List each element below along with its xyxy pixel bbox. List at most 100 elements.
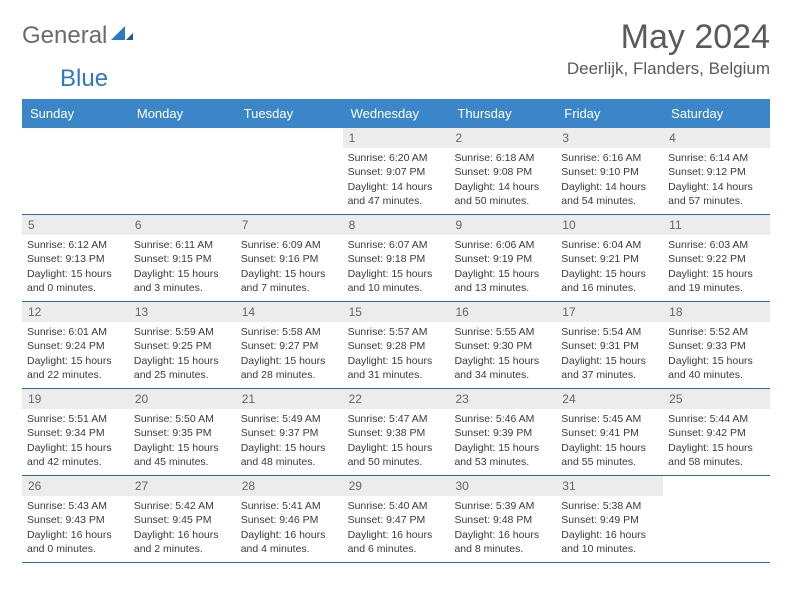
day-header-cell: Wednesday	[343, 99, 450, 128]
day-sunset: Sunset: 9:22 PM	[668, 252, 765, 266]
day-dl2: and 42 minutes.	[27, 455, 124, 469]
day-cell: 3Sunrise: 6:16 AMSunset: 9:10 PMDaylight…	[556, 128, 663, 214]
day-cell: 25Sunrise: 5:44 AMSunset: 9:42 PMDayligh…	[663, 389, 770, 475]
day-cell: 19Sunrise: 5:51 AMSunset: 9:34 PMDayligh…	[22, 389, 129, 475]
day-number: 5	[22, 215, 129, 235]
day-sunrise: Sunrise: 5:54 AM	[561, 325, 658, 339]
day-dl1: Daylight: 16 hours	[454, 528, 551, 542]
day-cell: 14Sunrise: 5:58 AMSunset: 9:27 PMDayligh…	[236, 302, 343, 388]
day-dl2: and 48 minutes.	[241, 455, 338, 469]
day-dl2: and 55 minutes.	[561, 455, 658, 469]
weeks-container: 1Sunrise: 6:20 AMSunset: 9:07 PMDaylight…	[22, 128, 770, 563]
day-number: 15	[343, 302, 450, 322]
day-sunrise: Sunrise: 5:40 AM	[348, 499, 445, 513]
day-cell	[129, 128, 236, 214]
day-sunset: Sunset: 9:30 PM	[454, 339, 551, 353]
day-sunset: Sunset: 9:10 PM	[561, 165, 658, 179]
day-dl1: Daylight: 15 hours	[348, 267, 445, 281]
day-sunrise: Sunrise: 6:09 AM	[241, 238, 338, 252]
day-header-cell: Tuesday	[236, 99, 343, 128]
day-cell: 10Sunrise: 6:04 AMSunset: 9:21 PMDayligh…	[556, 215, 663, 301]
day-cell: 5Sunrise: 6:12 AMSunset: 9:13 PMDaylight…	[22, 215, 129, 301]
day-number: 21	[236, 389, 343, 409]
day-sunrise: Sunrise: 5:50 AM	[134, 412, 231, 426]
day-dl1: Daylight: 15 hours	[27, 441, 124, 455]
day-sunrise: Sunrise: 5:49 AM	[241, 412, 338, 426]
day-dl1: Daylight: 15 hours	[27, 354, 124, 368]
day-sunrise: Sunrise: 6:18 AM	[454, 151, 551, 165]
day-sunrise: Sunrise: 6:07 AM	[348, 238, 445, 252]
day-number: 13	[129, 302, 236, 322]
day-number: 12	[22, 302, 129, 322]
week-row: 26Sunrise: 5:43 AMSunset: 9:43 PMDayligh…	[22, 476, 770, 563]
day-dl1: Daylight: 15 hours	[134, 354, 231, 368]
day-sunset: Sunset: 9:28 PM	[348, 339, 445, 353]
day-sunrise: Sunrise: 6:03 AM	[668, 238, 765, 252]
day-dl1: Daylight: 16 hours	[561, 528, 658, 542]
day-sunrise: Sunrise: 5:47 AM	[348, 412, 445, 426]
day-sunset: Sunset: 9:46 PM	[241, 513, 338, 527]
day-sunrise: Sunrise: 6:16 AM	[561, 151, 658, 165]
day-number: 9	[449, 215, 556, 235]
day-number: 27	[129, 476, 236, 496]
day-sunset: Sunset: 9:37 PM	[241, 426, 338, 440]
day-sunrise: Sunrise: 5:45 AM	[561, 412, 658, 426]
day-sunset: Sunset: 9:33 PM	[668, 339, 765, 353]
day-sunset: Sunset: 9:35 PM	[134, 426, 231, 440]
day-header-cell: Thursday	[449, 99, 556, 128]
day-header-row: SundayMondayTuesdayWednesdayThursdayFrid…	[22, 99, 770, 128]
day-dl1: Daylight: 16 hours	[27, 528, 124, 542]
day-sunset: Sunset: 9:24 PM	[27, 339, 124, 353]
day-sunset: Sunset: 9:42 PM	[668, 426, 765, 440]
day-dl2: and 54 minutes.	[561, 194, 658, 208]
day-dl1: Daylight: 14 hours	[668, 180, 765, 194]
day-sunset: Sunset: 9:34 PM	[27, 426, 124, 440]
day-cell: 11Sunrise: 6:03 AMSunset: 9:22 PMDayligh…	[663, 215, 770, 301]
day-dl2: and 45 minutes.	[134, 455, 231, 469]
day-sunrise: Sunrise: 5:55 AM	[454, 325, 551, 339]
day-cell: 31Sunrise: 5:38 AMSunset: 9:49 PMDayligh…	[556, 476, 663, 562]
day-header-cell: Monday	[129, 99, 236, 128]
day-number: 16	[449, 302, 556, 322]
day-sunrise: Sunrise: 5:39 AM	[454, 499, 551, 513]
day-header-cell: Friday	[556, 99, 663, 128]
day-sunrise: Sunrise: 5:42 AM	[134, 499, 231, 513]
day-sunset: Sunset: 9:39 PM	[454, 426, 551, 440]
day-number: 17	[556, 302, 663, 322]
day-sunset: Sunset: 9:19 PM	[454, 252, 551, 266]
day-dl2: and 10 minutes.	[348, 281, 445, 295]
day-cell	[663, 476, 770, 562]
day-sunrise: Sunrise: 6:12 AM	[27, 238, 124, 252]
day-number: 20	[129, 389, 236, 409]
day-dl1: Daylight: 14 hours	[561, 180, 658, 194]
day-cell: 6Sunrise: 6:11 AMSunset: 9:15 PMDaylight…	[129, 215, 236, 301]
day-sunset: Sunset: 9:25 PM	[134, 339, 231, 353]
day-dl2: and 58 minutes.	[668, 455, 765, 469]
day-dl2: and 4 minutes.	[241, 542, 338, 556]
logo-text-2: Blue	[60, 65, 108, 93]
day-dl2: and 50 minutes.	[348, 455, 445, 469]
day-sunrise: Sunrise: 5:59 AM	[134, 325, 231, 339]
day-sunrise: Sunrise: 6:01 AM	[27, 325, 124, 339]
day-sunset: Sunset: 9:12 PM	[668, 165, 765, 179]
logo-text-1: General	[22, 22, 107, 50]
day-sunset: Sunset: 9:48 PM	[454, 513, 551, 527]
day-sunrise: Sunrise: 6:11 AM	[134, 238, 231, 252]
day-dl2: and 53 minutes.	[454, 455, 551, 469]
day-sunset: Sunset: 9:16 PM	[241, 252, 338, 266]
day-cell: 28Sunrise: 5:41 AMSunset: 9:46 PMDayligh…	[236, 476, 343, 562]
day-sunset: Sunset: 9:43 PM	[27, 513, 124, 527]
day-number: 7	[236, 215, 343, 235]
day-dl2: and 22 minutes.	[27, 368, 124, 382]
week-row: 12Sunrise: 6:01 AMSunset: 9:24 PMDayligh…	[22, 302, 770, 389]
day-dl1: Daylight: 16 hours	[134, 528, 231, 542]
day-sunrise: Sunrise: 5:41 AM	[241, 499, 338, 513]
day-sunrise: Sunrise: 5:43 AM	[27, 499, 124, 513]
day-sunrise: Sunrise: 6:04 AM	[561, 238, 658, 252]
day-sunset: Sunset: 9:27 PM	[241, 339, 338, 353]
day-cell: 27Sunrise: 5:42 AMSunset: 9:45 PMDayligh…	[129, 476, 236, 562]
day-number: 26	[22, 476, 129, 496]
day-dl1: Daylight: 15 hours	[27, 267, 124, 281]
logo-icon	[111, 26, 133, 47]
day-cell	[236, 128, 343, 214]
